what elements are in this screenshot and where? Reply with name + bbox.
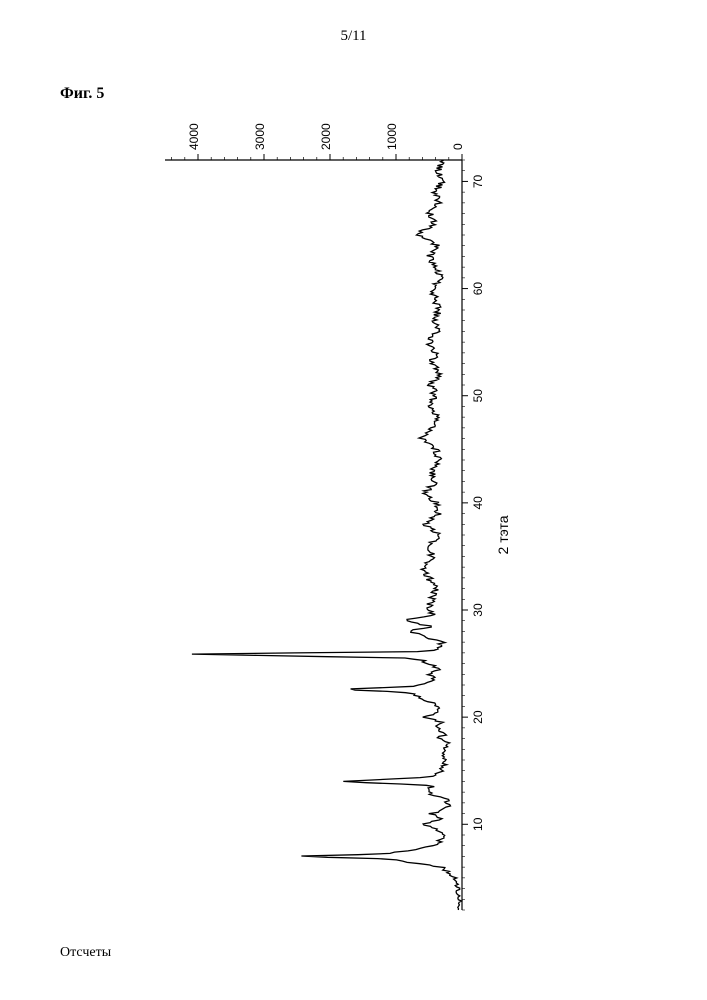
xrd-chart: 0 1000 2000 3000 4000 10 20 30 40 50 60 70 2 тэта	[120, 120, 520, 920]
svg-text:3000: 3000	[253, 123, 267, 150]
svg-text:0: 0	[451, 143, 465, 150]
svg-text:20: 20	[471, 710, 485, 724]
svg-text:10: 10	[471, 817, 485, 831]
svg-text:70: 70	[471, 174, 485, 188]
svg-text:1000: 1000	[385, 123, 399, 150]
svg-text:2 тэта: 2 тэта	[495, 515, 511, 554]
svg-text:50: 50	[471, 389, 485, 403]
page-number: 5/11	[0, 28, 707, 45]
svg-text:40: 40	[471, 496, 485, 510]
counts-label: Отсчеты	[60, 945, 111, 961]
xrd-chart-svg: 0 1000 2000 3000 4000 10 20 30 40 50 60 70 2 тэта	[120, 120, 520, 920]
svg-text:30: 30	[471, 603, 485, 617]
svg-text:60: 60	[471, 282, 485, 296]
svg-text:2000: 2000	[319, 123, 333, 150]
page: 5/11 Фиг. 5 0 1000 2000 3000 4000 10 20 30 40 50 6…	[0, 0, 707, 1000]
svg-text:4000: 4000	[187, 123, 201, 150]
figure-title: Фиг. 5	[60, 85, 104, 103]
